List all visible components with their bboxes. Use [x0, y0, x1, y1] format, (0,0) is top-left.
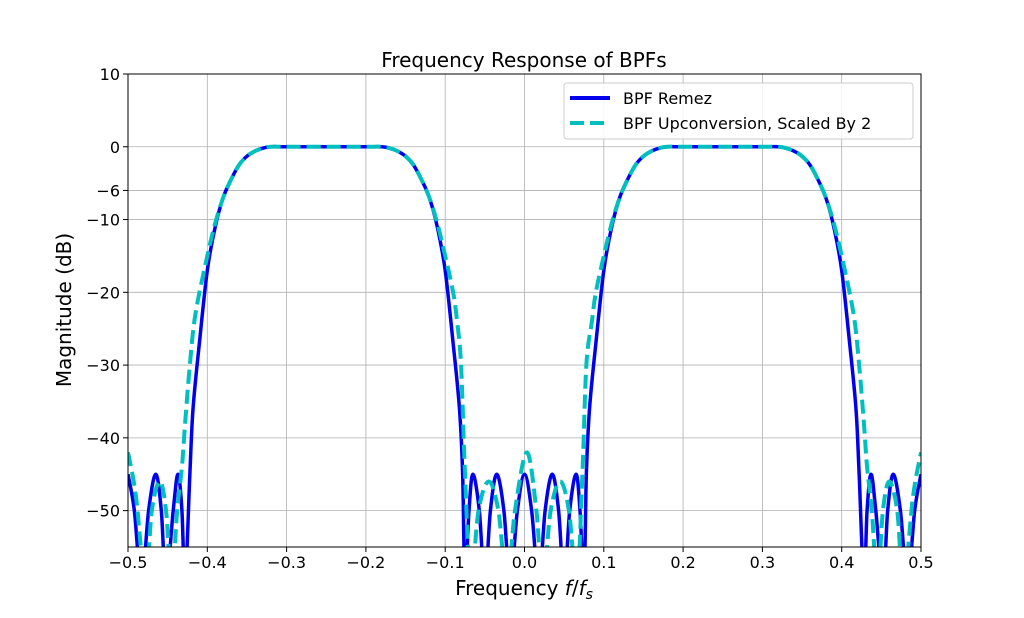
- x-tick-label: −0.3: [267, 553, 306, 572]
- x-tick-label: 0.4: [829, 553, 854, 572]
- y-axis-label: Magnitude (dB): [52, 233, 76, 387]
- x-tick-label: 0.2: [670, 553, 695, 572]
- x-tick-label: −0.4: [188, 553, 227, 572]
- y-tick-label: −40: [86, 429, 120, 448]
- x-tick-label: −0.5: [109, 553, 148, 572]
- x-tick-label: 0.3: [750, 553, 775, 572]
- x-axis-label: Frequency f/fs: [455, 576, 593, 603]
- x-tick-label: 0.5: [908, 553, 933, 572]
- x-tick-label: −0.1: [426, 553, 465, 572]
- ticks: −0.5 −0.4 −0.3 −0.2 −0.1 0.0 0.1 0.2 0.3 0.4 0.5 10…: [86, 65, 933, 572]
- chart-title: Frequency Response of BPFs: [381, 48, 666, 72]
- legend-label-remez: BPF Remez: [623, 89, 712, 108]
- y-tick-label: −10: [86, 211, 120, 230]
- series-line-1: [128, 144, 921, 547]
- grid: [127, 73, 922, 547]
- legend: BPF Remez BPF Upconversion, Scaled By 2: [563, 82, 914, 140]
- x-tick-label: 0.1: [591, 553, 616, 572]
- series-group: [128, 144, 921, 547]
- y-tick-label: 0: [110, 138, 120, 157]
- legend-box: [563, 82, 914, 140]
- y-tick-label: −20: [86, 283, 120, 302]
- y-tick-label: −30: [86, 356, 120, 375]
- legend-label-upconversion: BPF Upconversion, Scaled By 2: [623, 114, 871, 133]
- y-tick-label: −50: [86, 502, 120, 521]
- y-tick-label: 10: [100, 65, 120, 84]
- x-tick-label: −0.2: [346, 553, 385, 572]
- y-tick-label: −6: [96, 181, 120, 200]
- x-tick-label: 0.0: [512, 553, 537, 572]
